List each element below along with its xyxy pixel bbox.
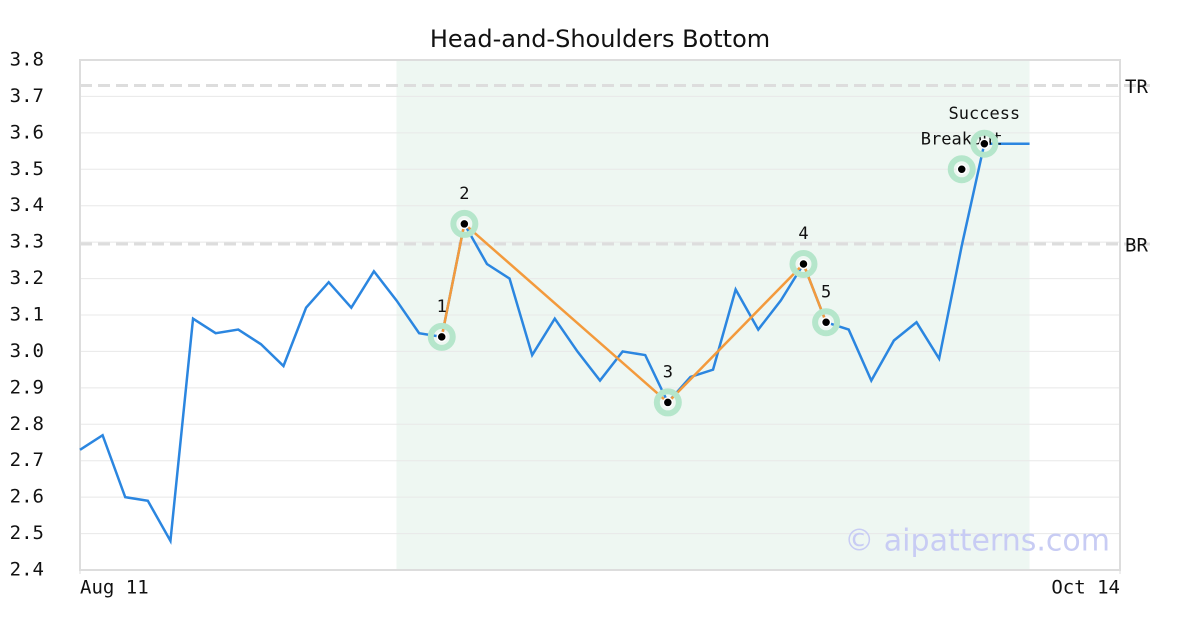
y-tick-label: 3.2 [10,267,44,289]
point-halo [653,388,682,417]
x-tick-label: Aug 11 [80,577,149,599]
point-label: 3 [663,362,673,382]
point-halo [450,209,479,238]
level-label: BR [1125,234,1148,256]
y-tick-label: 2.5 [10,522,44,544]
point-marker [979,138,990,150]
y-tick-label: 3.5 [10,158,44,180]
y-tick-label: 3.4 [10,194,44,216]
point-halo [427,322,456,351]
y-tick-label: 2.8 [10,413,44,435]
plot-border [79,59,1121,571]
chart-title: Head-and-Shoulders Bottom [430,25,770,53]
point-halo [812,308,841,337]
x-tick-label: Oct 14 [1051,577,1120,599]
y-tick-label: 2.6 [10,486,44,508]
y-tick-label: 3.7 [10,85,44,107]
y-tick-label: 3.6 [10,121,44,143]
y-tick-label: 2.4 [10,559,44,581]
price-line [79,142,1030,545]
point-marker [662,397,674,408]
point-marker [798,258,809,270]
point-halo [970,129,999,158]
y-tick-label: 3.8 [10,49,44,71]
point-label: Success [949,104,1021,124]
y-tick-label: 2.9 [10,376,44,398]
point-marker [956,164,967,175]
y-tick-label: 3.3 [10,231,44,253]
point-label: 2 [459,184,469,204]
y-tick-label: 2.7 [10,449,44,471]
y-tick-label: 3.0 [10,340,44,362]
watermark: © aipatterns.com [844,524,1110,559]
point-marker [459,218,470,230]
point-marker [820,317,832,328]
point-halo [947,155,976,184]
point-label: 5 [821,282,831,302]
point-halo [789,250,818,278]
point-label: 1 [437,297,447,317]
pattern-line [666,263,805,404]
point-label: 4 [798,224,808,244]
y-tick-label: 3.1 [10,304,44,326]
pattern-line [463,222,669,404]
pattern-line [440,223,466,338]
level-label: TR [1125,76,1148,98]
point-marker [436,331,447,343]
